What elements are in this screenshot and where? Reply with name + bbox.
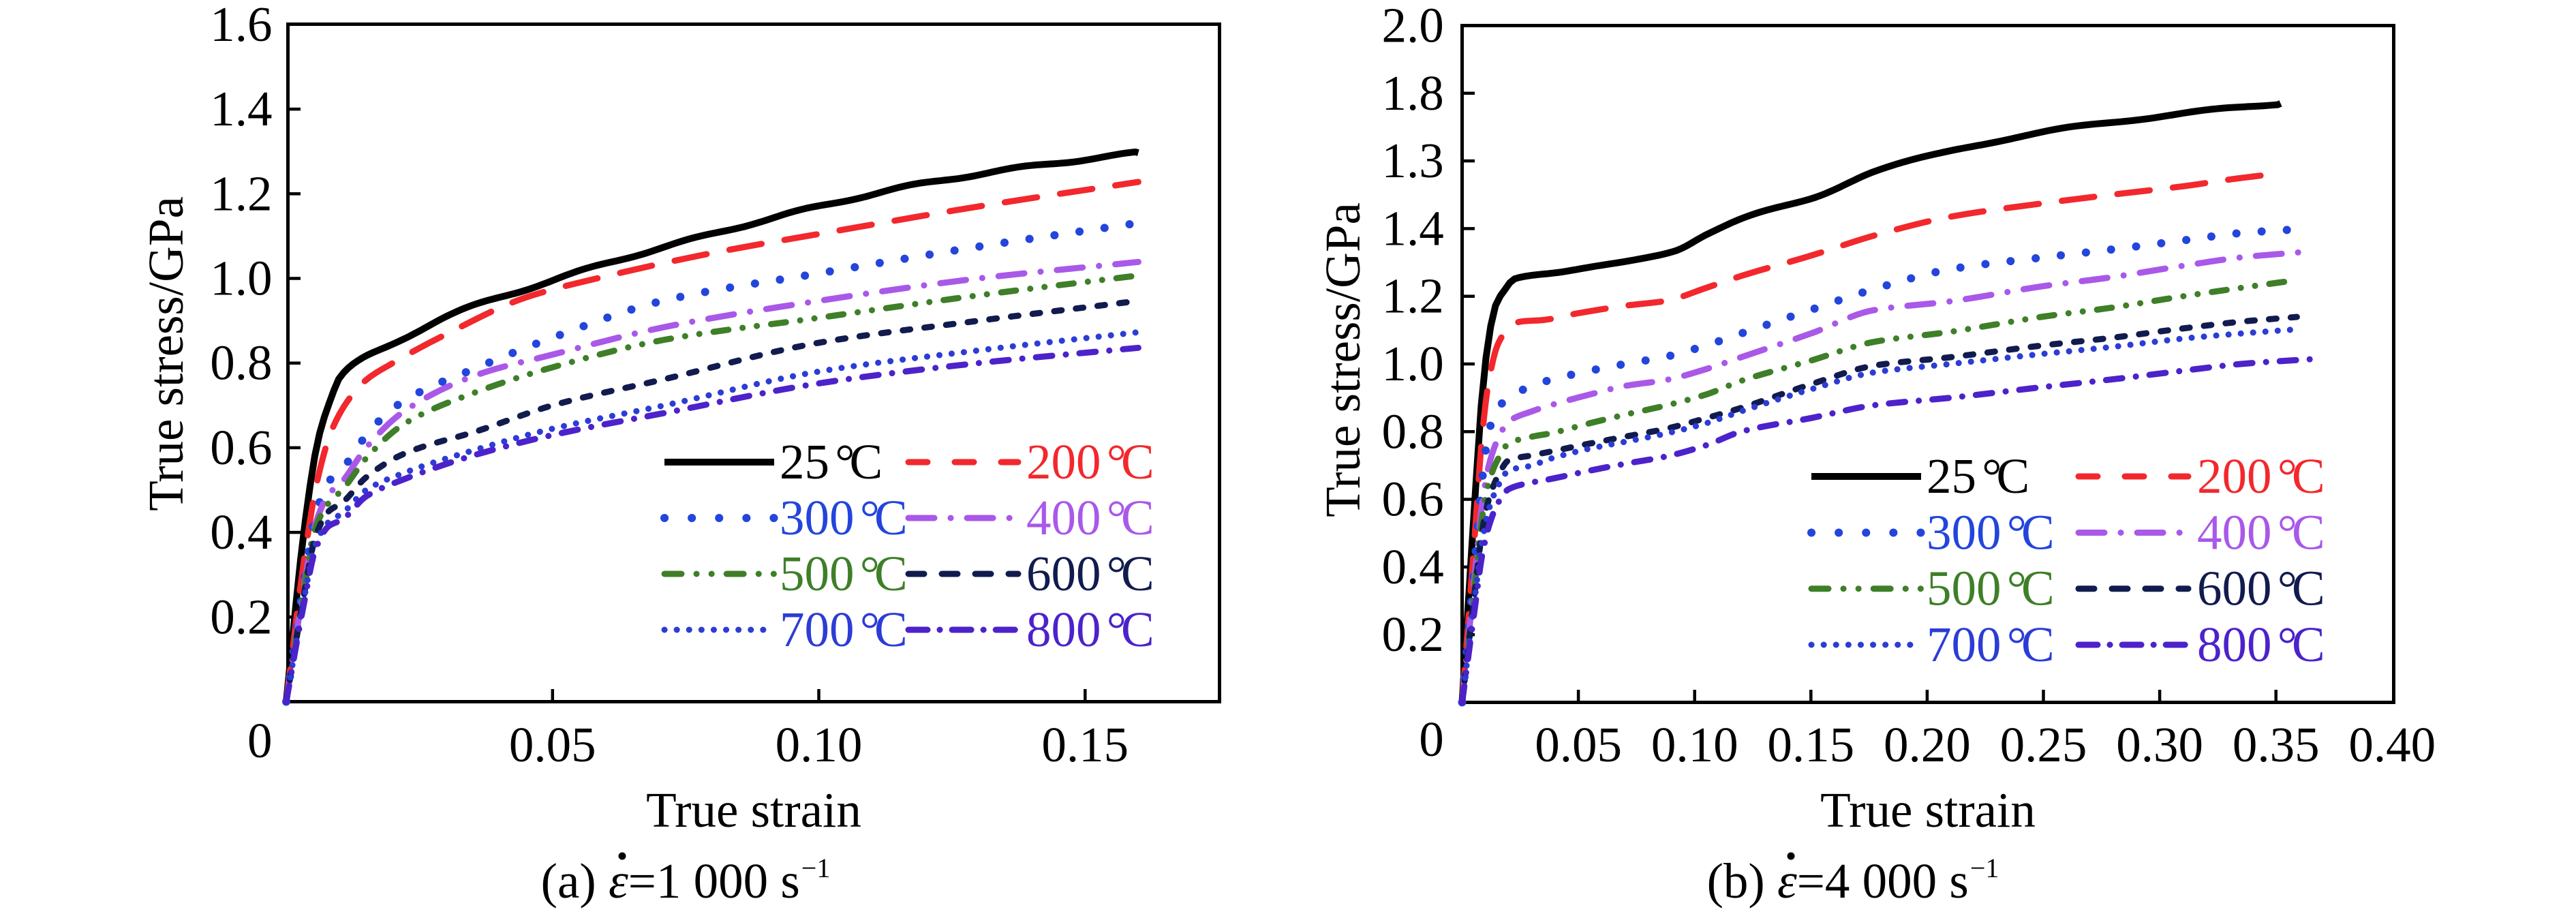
- svg-text:0.4: 0.4: [1381, 539, 1443, 594]
- svg-text:800 °C: 800 °C: [2197, 617, 2325, 672]
- svg-text:300 °C: 300 °C: [780, 490, 908, 545]
- svg-text:True strain: True strain: [1820, 782, 2036, 838]
- svg-text:0.30: 0.30: [2116, 717, 2203, 772]
- svg-text:1.3: 1.3: [1381, 133, 1443, 188]
- svg-text:0: 0: [247, 713, 273, 768]
- svg-text:True stress/GPa: True stress/GPa: [138, 196, 194, 511]
- svg-text:0.6: 0.6: [210, 420, 272, 475]
- svg-text:400 °C: 400 °C: [2197, 505, 2325, 560]
- svg-text:0.10: 0.10: [776, 717, 863, 772]
- svg-text:0.15: 0.15: [1041, 717, 1129, 772]
- svg-text:25 °C: 25 °C: [780, 434, 883, 489]
- svg-text:200 °C: 200 °C: [1026, 434, 1154, 489]
- svg-text:200 °C: 200 °C: [2197, 448, 2325, 504]
- svg-text:0.6: 0.6: [1381, 472, 1443, 527]
- svg-text:0.05: 0.05: [509, 717, 596, 772]
- svg-text:800 °C: 800 °C: [1026, 602, 1154, 657]
- svg-text:1.2: 1.2: [1381, 269, 1443, 324]
- svg-text:0.8: 0.8: [210, 335, 272, 391]
- svg-text:True strain: True strain: [646, 782, 861, 838]
- svg-text:300 °C: 300 °C: [1927, 505, 2055, 560]
- svg-text:2.0: 2.0: [1381, 0, 1443, 53]
- svg-text:0: 0: [1419, 712, 1444, 767]
- svg-text:600 °C: 600 °C: [2197, 561, 2325, 616]
- svg-text:25 °C: 25 °C: [1927, 448, 2029, 504]
- svg-text:0.25: 0.25: [2000, 717, 2087, 772]
- svg-text:0.2: 0.2: [210, 589, 272, 644]
- svg-text:500 °C: 500 °C: [780, 546, 908, 601]
- svg-text:500 °C: 500 °C: [1927, 561, 2055, 616]
- svg-text:1.4: 1.4: [210, 81, 272, 136]
- svg-text:0.8: 0.8: [1381, 403, 1443, 459]
- svg-text:0.2: 0.2: [1381, 607, 1443, 662]
- svg-text:600 °C: 600 °C: [1026, 546, 1154, 601]
- svg-text:0.20: 0.20: [1884, 717, 1971, 772]
- svg-text:700 °C: 700 °C: [1927, 617, 2055, 672]
- svg-text:1.4: 1.4: [1381, 200, 1443, 256]
- svg-text:(b) ε=4 000 s−1: (b) ε=4 000 s−1: [1707, 853, 1999, 909]
- svg-text:0.10: 0.10: [1651, 717, 1738, 772]
- svg-text:(a) ε=1 000 s−1: (a) ε=1 000 s−1: [541, 853, 831, 909]
- svg-text:0.35: 0.35: [2233, 717, 2320, 772]
- svg-text:1.2: 1.2: [210, 166, 272, 221]
- svg-text:1.6: 1.6: [210, 0, 272, 52]
- svg-text:0.15: 0.15: [1767, 717, 1854, 772]
- svg-text:0.4: 0.4: [210, 504, 272, 560]
- svg-text:0.40: 0.40: [2348, 717, 2436, 772]
- svg-text:400 °C: 400 °C: [1026, 490, 1154, 545]
- svg-text:1.8: 1.8: [1381, 65, 1443, 121]
- svg-text:1.0: 1.0: [210, 251, 272, 306]
- svg-text:True stress/GPa: True stress/GPa: [1315, 202, 1370, 517]
- svg-text:1.0: 1.0: [1381, 336, 1443, 391]
- svg-text:700 °C: 700 °C: [780, 602, 908, 657]
- svg-text:0.05: 0.05: [1535, 717, 1622, 772]
